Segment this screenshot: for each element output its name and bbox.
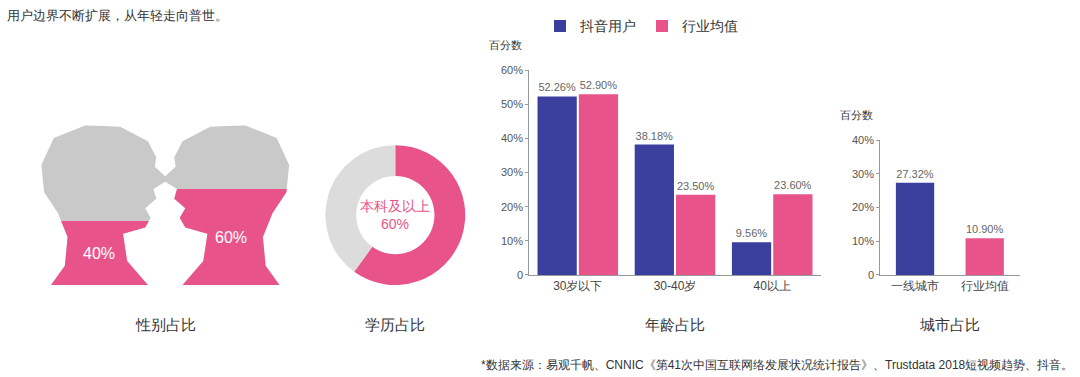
svg-text:52.26%: 52.26% xyxy=(538,81,576,93)
svg-text:0: 0 xyxy=(517,269,523,281)
svg-text:38.18%: 38.18% xyxy=(636,130,674,142)
svg-text:城市占比: 城市占比 xyxy=(919,316,980,333)
svg-text:30岁以下: 30岁以下 xyxy=(553,279,602,293)
svg-text:30%: 30% xyxy=(852,168,874,180)
svg-text:10%: 10% xyxy=(501,235,523,247)
svg-text:学历占比: 学历占比 xyxy=(365,316,425,333)
svg-text:10.90%: 10.90% xyxy=(966,223,1004,235)
svg-text:27.32%: 27.32% xyxy=(896,168,934,180)
svg-text:40%: 40% xyxy=(83,245,115,262)
svg-text:本科及以上60%: 本科及以上60% xyxy=(360,198,430,232)
svg-text:23.50%: 23.50% xyxy=(677,180,715,192)
svg-text:60%: 60% xyxy=(501,64,523,76)
svg-text:10%: 10% xyxy=(852,235,874,247)
svg-text:百分数: 百分数 xyxy=(840,109,873,121)
svg-text:0: 0 xyxy=(868,269,874,281)
svg-text:行业均值: 行业均值 xyxy=(682,18,738,34)
svg-text:50%: 50% xyxy=(501,98,523,110)
svg-text:*数据来源：易观千帆、CNNIC《第41次中国互联网络发展状: *数据来源：易观千帆、CNNIC《第41次中国互联网络发展状况统计报告》、Tru… xyxy=(481,358,1073,372)
svg-text:百分数: 百分数 xyxy=(489,39,522,51)
svg-text:60%: 60% xyxy=(215,229,247,246)
svg-text:40以上: 40以上 xyxy=(754,279,791,293)
svg-text:20%: 20% xyxy=(852,201,874,213)
svg-text:9.56%: 9.56% xyxy=(736,227,767,239)
svg-text:性别占比: 性别占比 xyxy=(135,316,196,333)
svg-text:一线城市: 一线城市 xyxy=(891,279,939,293)
svg-text:23.60%: 23.60% xyxy=(774,179,812,191)
svg-text:年龄占比: 年龄占比 xyxy=(645,316,705,333)
svg-text:30-40岁: 30-40岁 xyxy=(654,279,697,293)
svg-text:40%: 40% xyxy=(852,134,874,146)
svg-text:用户边界不断扩展，从年轻走向普世。: 用户边界不断扩展，从年轻走向普世。 xyxy=(7,8,228,23)
svg-text:20%: 20% xyxy=(501,201,523,213)
svg-text:30%: 30% xyxy=(501,166,523,178)
svg-text:抖音用户: 抖音用户 xyxy=(579,18,636,34)
svg-text:40%: 40% xyxy=(501,132,523,144)
svg-text:行业均值: 行业均值 xyxy=(961,279,1009,293)
svg-text:52.90%: 52.90% xyxy=(580,79,618,91)
